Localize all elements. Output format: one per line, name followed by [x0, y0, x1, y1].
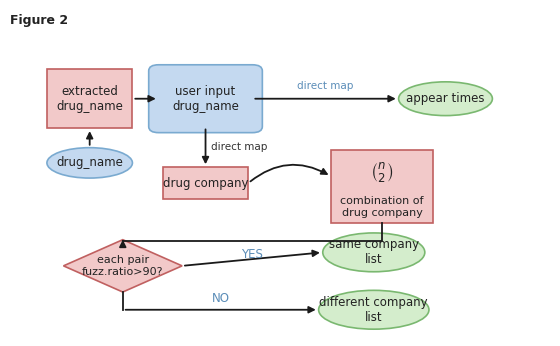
Text: NO: NO — [212, 292, 230, 305]
Polygon shape — [63, 240, 182, 292]
Text: YES: YES — [241, 248, 263, 261]
Text: direct map: direct map — [211, 142, 268, 152]
Ellipse shape — [319, 290, 429, 329]
Text: different company
list: different company list — [319, 296, 428, 324]
Ellipse shape — [47, 148, 132, 178]
Text: direct map: direct map — [297, 81, 354, 91]
Text: same company
list: same company list — [329, 238, 419, 266]
Text: each pair
fuzz.ratio>90?: each pair fuzz.ratio>90? — [82, 255, 164, 277]
Text: Figure 2: Figure 2 — [10, 14, 68, 27]
Ellipse shape — [399, 82, 492, 116]
Ellipse shape — [323, 233, 425, 272]
FancyBboxPatch shape — [331, 150, 433, 223]
Text: user input
drug_name: user input drug_name — [172, 85, 239, 113]
FancyBboxPatch shape — [149, 65, 262, 133]
Text: appear times: appear times — [406, 92, 485, 105]
FancyBboxPatch shape — [47, 69, 132, 128]
FancyBboxPatch shape — [163, 167, 248, 199]
Text: drug company: drug company — [163, 176, 248, 190]
Text: $\binom{n}{2}$: $\binom{n}{2}$ — [370, 161, 394, 185]
Text: drug_name: drug_name — [56, 156, 123, 170]
Text: combination of
drug company: combination of drug company — [340, 196, 424, 218]
Text: extracted
drug_name: extracted drug_name — [56, 85, 123, 113]
